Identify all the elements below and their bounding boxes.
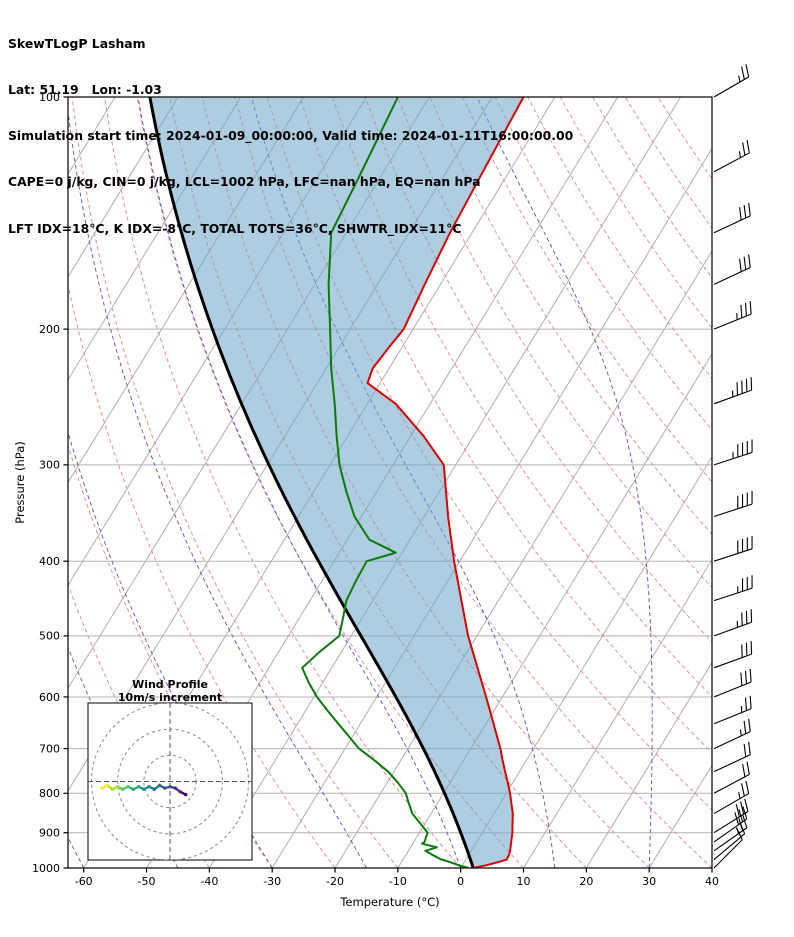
pressure-tick-label: 900 [39,827,60,840]
hodograph-point [131,787,136,792]
hodograph-point [100,786,104,790]
pressure-tick-label: 800 [39,787,60,800]
hodograph-point [115,785,120,789]
temperature-tick-label: -50 [138,875,156,888]
pressure-tick-label: 200 [39,323,60,336]
hodograph-content [88,703,252,860]
hodograph-point [152,787,156,792]
temperature-tick-label: -30 [263,875,281,888]
hodograph-point [142,787,146,792]
temperature-tick-label: 20 [579,875,593,888]
pressure-tick-label: 1000 [32,862,60,875]
y-axis-label: Pressure (hPa) [13,441,27,524]
wind-barbs [713,64,753,869]
temperature-tick-label: -10 [389,875,407,888]
temperature-tick-label: -20 [326,875,344,888]
hodograph-point [173,786,177,790]
hodograph-point [157,783,162,788]
temperature-tick-label: -60 [75,875,93,888]
temperature-tick-label: -40 [200,875,218,888]
hodograph-subtitle: 10m/s increment [118,691,222,704]
hodograph-point [163,786,167,790]
pressure-tick-label: 700 [39,742,60,755]
hodograph-point [168,785,172,789]
temperature-tick-label: 40 [705,875,719,888]
dewpoint-curve [301,97,469,868]
hodograph-point [121,787,125,792]
hodograph-point [184,792,188,797]
hodograph-point [105,783,109,788]
pressure-tick-label: 400 [39,555,60,568]
hodograph-point [178,790,183,794]
time-line: Simulation start time: 2024-01-09_00:00:… [8,128,574,144]
temperature-tick-label: 10 [517,875,531,888]
plot-title: SkewTLogP Lasham [8,35,146,51]
header-block: SkewTLogP Lasham Lat: 51.19 Lon: -1.03 S… [8,5,573,267]
hodograph-point [126,785,130,789]
hodograph-point [110,787,115,792]
pressure-tick-label: 300 [39,459,60,472]
pressure-tick-label: 100 [39,91,60,104]
location-line: Lat: 51.19 Lon: -1.03 [8,82,162,98]
temperature-curve [366,97,525,868]
parcel-curve [148,97,475,868]
hodograph-point [136,785,141,789]
hodograph-title: Wind Profile [132,678,208,691]
pressure-tick-label: 600 [39,691,60,704]
hodograph-point [147,785,151,789]
temperature-tick-label: 30 [642,875,656,888]
stability-indices-line-1: CAPE=0 j/kg, CIN=0 j/kg, LCL=1002 hPa, L… [8,174,481,190]
stability-indices-line-2: LFT IDX=18°C, K IDX=-8°C, TOTAL TOTS=36°… [8,220,462,236]
negative-buoyancy-shading [149,97,524,868]
pressure-tick-label: 500 [39,630,60,643]
temperature-tick-label: 0 [457,875,464,888]
x-axis-label: Temperature (°C) [339,895,439,909]
